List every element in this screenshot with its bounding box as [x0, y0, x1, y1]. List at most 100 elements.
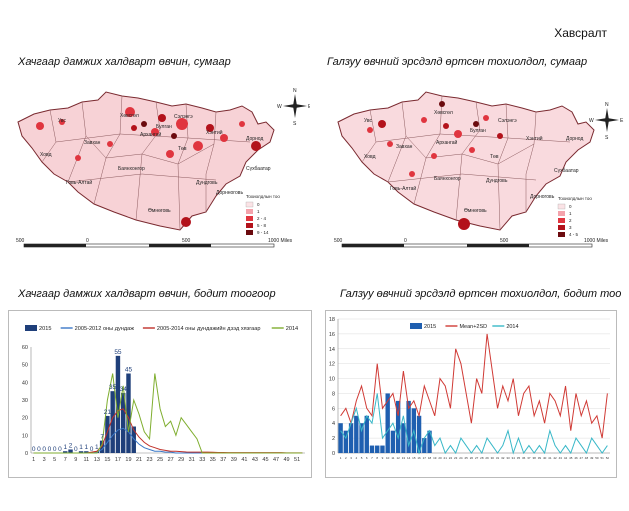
- x-tick-label: 50: [595, 456, 599, 460]
- x-tick-label: 19: [433, 456, 437, 460]
- data-label: 2: [69, 442, 73, 449]
- x-tick-label: 49: [590, 456, 594, 460]
- region-label: Сэлэнгэ: [174, 114, 193, 120]
- x-tick-label: 47: [273, 457, 279, 463]
- x-tick-label: 31: [189, 457, 195, 463]
- svg-text:E: E: [620, 118, 624, 124]
- x-tick-label: 21: [444, 456, 448, 460]
- x-tick-label: 27: [168, 457, 174, 463]
- x-tick-label: 17: [115, 457, 121, 463]
- svg-text:2: 2: [569, 218, 572, 223]
- data-label: 0: [74, 446, 78, 453]
- x-tick-label: 8: [376, 456, 378, 460]
- mongolia-map-shape: [337, 91, 595, 231]
- bar: [364, 415, 369, 453]
- y-tick-label: 16: [329, 332, 335, 338]
- x-tick-label: 14: [407, 456, 411, 460]
- x-tick-label: 38: [532, 456, 536, 460]
- x-tick-label: 18: [428, 456, 432, 460]
- region-label: Дундговь: [486, 178, 508, 184]
- region-label: Увс: [364, 118, 372, 124]
- region-label: Ховд: [40, 152, 52, 158]
- x-tick-label: 6: [366, 456, 368, 460]
- x-tick-label: 44: [564, 456, 568, 460]
- region-label: Дундговь: [196, 180, 218, 186]
- bar: [99, 440, 105, 453]
- x-tick-label: 48: [585, 456, 589, 460]
- region-label: Өмнөговь: [148, 208, 171, 214]
- data-label: 1: [79, 444, 83, 451]
- bar: [427, 430, 432, 453]
- map-right-caption: Галзуу өвчний эрсдэлд өртсөн тохиолдол, …: [327, 56, 588, 68]
- chart-right-caption: Галзуу өвчний эрсдэлд өртсөн тохиолдол, …: [340, 288, 622, 300]
- legend-label: 2005-2014 оны дундажийн дээд хязгаар: [157, 325, 261, 332]
- x-tick-label: 9: [74, 457, 77, 463]
- y-tick-label: 20: [22, 416, 28, 422]
- bar: [406, 400, 411, 453]
- region-label: Сүхбаатар: [246, 166, 271, 172]
- compass-icon: N W E S: [589, 102, 624, 141]
- x-tick-label: 35: [517, 456, 521, 460]
- region-label: Архангай: [436, 139, 458, 146]
- x-tick-label: 47: [580, 456, 584, 460]
- x-tick-label: 5: [53, 457, 56, 463]
- bar: [126, 373, 131, 453]
- region-label: Баянхонгор: [118, 166, 145, 172]
- y-tick-label: 18: [329, 317, 335, 323]
- x-tick-label: 31: [496, 456, 500, 460]
- y-tick-label: 0: [25, 451, 28, 457]
- legend-entry: 2014: [492, 324, 519, 330]
- y-tick-label: 50: [22, 363, 28, 369]
- bar: [68, 449, 73, 453]
- legend-entry: 2014: [271, 326, 298, 332]
- region-label: Говь-Алтай: [390, 185, 416, 192]
- bar: [416, 415, 422, 453]
- legend-label: 2014: [286, 326, 298, 332]
- region-label: Баянхонгор: [434, 176, 461, 182]
- x-tick-label: 13: [402, 456, 406, 460]
- legend-entry: Mean+2SD: [445, 324, 487, 330]
- svg-text:2 - 4: 2 - 4: [257, 216, 267, 221]
- legend-label: 2015: [39, 326, 51, 332]
- legend-entry: 2015: [410, 323, 436, 330]
- svg-text:9 - 14: 9 - 14: [257, 230, 269, 235]
- region-label: Говь-Алтай: [66, 179, 92, 186]
- bar: [110, 391, 115, 453]
- bar: [354, 415, 359, 453]
- bar: [422, 438, 427, 453]
- region-label: Хэнтий: [526, 135, 543, 142]
- svg-text:1: 1: [569, 211, 572, 216]
- x-tick-label: 9: [382, 456, 384, 460]
- svg-text:500: 500: [182, 238, 191, 244]
- svg-text:1000 Miles: 1000 Miles: [584, 238, 609, 244]
- data-label: 45: [125, 367, 133, 374]
- x-tick-label: 13: [94, 457, 100, 463]
- x-tick-label: 12: [396, 456, 400, 460]
- region-label: Булган: [156, 124, 172, 130]
- data-label: 0: [48, 446, 52, 453]
- svg-text:0: 0: [569, 204, 572, 209]
- region-label: Архангай: [140, 131, 162, 138]
- x-tick-label: 3: [350, 456, 352, 460]
- x-tick-label: 32: [501, 456, 505, 460]
- series-line: [340, 333, 608, 439]
- x-tick-label: 7: [64, 457, 67, 463]
- x-tick-label: 4: [355, 456, 357, 460]
- bar: [369, 445, 375, 453]
- chart-left-caption: Хачгаар дамжих халдварт өвчин, бодит тоо…: [18, 288, 276, 300]
- appendix-heading: Хавсралт: [554, 26, 607, 40]
- legend-entry: 2015: [25, 325, 51, 332]
- region-label: Хөвсгөл: [434, 110, 453, 116]
- x-tick-label: 29: [485, 456, 489, 460]
- svg-text:4 - 5: 4 - 5: [569, 232, 579, 237]
- x-tick-label: 37: [220, 457, 226, 463]
- x-tick-label: 24: [459, 456, 463, 460]
- x-tick-label: 33: [506, 456, 510, 460]
- series-line: [33, 373, 303, 454]
- y-tick-label: 2: [332, 436, 335, 442]
- region-label: Хэнтий: [206, 129, 223, 136]
- data-label: 0: [58, 446, 62, 453]
- x-tick-label: 52: [606, 456, 610, 460]
- x-tick-label: 23: [146, 457, 152, 463]
- y-tick-label: 60: [22, 345, 28, 351]
